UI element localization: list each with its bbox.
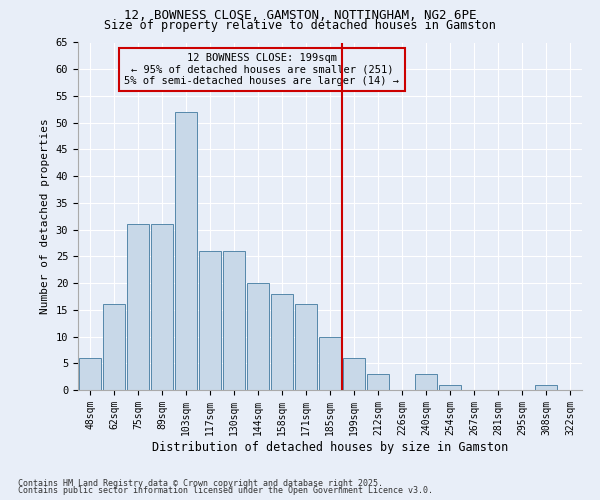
Text: 12 BOWNESS CLOSE: 199sqm
← 95% of detached houses are smaller (251)
5% of semi-d: 12 BOWNESS CLOSE: 199sqm ← 95% of detach… (124, 53, 400, 86)
Text: Contains HM Land Registry data © Crown copyright and database right 2025.: Contains HM Land Registry data © Crown c… (18, 478, 383, 488)
Y-axis label: Number of detached properties: Number of detached properties (40, 118, 50, 314)
Bar (439, 384, 461, 390)
Bar (223, 251, 245, 390)
Bar (127, 224, 149, 390)
Bar (175, 112, 197, 390)
Bar (247, 283, 269, 390)
Bar (103, 304, 125, 390)
Bar (295, 304, 317, 390)
Bar (367, 374, 389, 390)
Text: Size of property relative to detached houses in Gamston: Size of property relative to detached ho… (104, 19, 496, 32)
Bar (79, 358, 101, 390)
Bar (415, 374, 437, 390)
X-axis label: Distribution of detached houses by size in Gamston: Distribution of detached houses by size … (152, 440, 508, 454)
Bar (319, 336, 341, 390)
Bar (199, 251, 221, 390)
Text: 12, BOWNESS CLOSE, GAMSTON, NOTTINGHAM, NG2 6PE: 12, BOWNESS CLOSE, GAMSTON, NOTTINGHAM, … (124, 9, 476, 22)
Bar (271, 294, 293, 390)
Bar (535, 384, 557, 390)
Bar (151, 224, 173, 390)
Text: Contains public sector information licensed under the Open Government Licence v3: Contains public sector information licen… (18, 486, 433, 495)
Bar (343, 358, 365, 390)
